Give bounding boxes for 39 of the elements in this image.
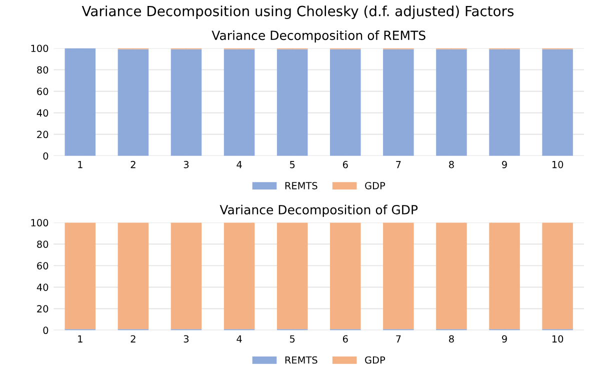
y-tick-label: 100 (31, 44, 48, 52)
legend-label: REMTS (285, 182, 318, 190)
chart-subtitle: Variance Decomposition of REMTS (212, 30, 426, 42)
y-tick-label: 20 (37, 305, 48, 312)
x-tick-label: 9 (502, 335, 507, 343)
legend-label: REMTS (285, 356, 318, 364)
y-tick-label: 0 (43, 326, 48, 334)
y-tick-label: 100 (31, 219, 48, 226)
x-tick-label: 1 (78, 161, 82, 168)
y-tick-label: 0 (43, 152, 48, 160)
x-tick-label: 10 (552, 335, 564, 343)
x-tick-label: 6 (342, 160, 348, 168)
x-tick-label: 8 (449, 160, 454, 168)
x-tick-label: 9 (502, 160, 507, 168)
chart-title: Variance Decomposition using Cholesky (d.f. adjusted) Factors (82, 6, 514, 20)
x-tick-label: 4 (236, 335, 242, 342)
x-tick-label: 5 (290, 161, 295, 168)
y-tick-label: 40 (36, 109, 48, 117)
x-tick-label: 2 (130, 160, 136, 168)
x-tick-label: 1 (78, 335, 82, 342)
x-tick-label: 2 (130, 335, 136, 342)
y-tick-label: 80 (37, 66, 48, 74)
x-tick-label: 3 (184, 160, 189, 168)
x-tick-label: 3 (184, 335, 189, 343)
y-tick-label: 20 (37, 130, 48, 138)
y-tick-label: 60 (37, 88, 48, 96)
legend-label: GDP (365, 182, 386, 190)
x-tick-label: 8 (449, 335, 454, 343)
x-tick-label: 10 (552, 160, 564, 168)
y-tick-label: 80 (37, 240, 48, 248)
x-tick-label: 7 (396, 335, 401, 342)
x-tick-label: 5 (290, 335, 295, 343)
legend-label: GDP (365, 356, 386, 364)
y-tick-label: 40 (36, 284, 48, 291)
chart-title: Variance Decomposition of GDP (220, 204, 418, 217)
y-tick-label: 60 (37, 262, 48, 270)
x-tick-label: 4 (236, 161, 242, 168)
x-tick-label: 6 (342, 335, 348, 343)
x-tick-label: 7 (396, 161, 401, 168)
